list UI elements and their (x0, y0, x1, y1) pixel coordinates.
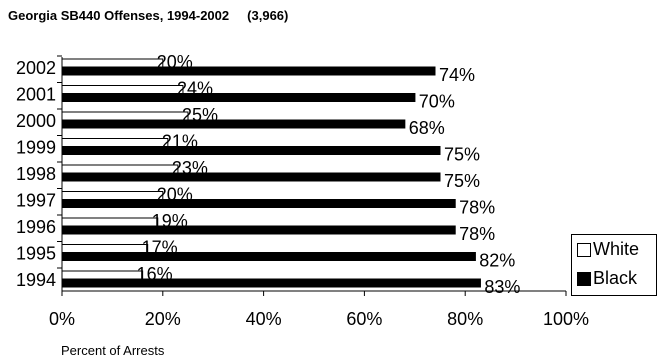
x-tick-label: 0% (49, 309, 75, 329)
legend: White Black (571, 234, 657, 296)
y-tick-label: 1997 (16, 191, 56, 211)
legend-label-black: Black (593, 268, 638, 288)
data-label-black: 83% (484, 277, 520, 297)
bar-black-overlay (61, 252, 476, 261)
bar-black-overlay (61, 119, 406, 129)
bar-black-overlay (61, 225, 456, 235)
y-tick-label: 2002 (16, 58, 56, 78)
bar-black-overlay (61, 278, 481, 288)
bar-white (61, 217, 159, 227)
bar-white (61, 244, 149, 253)
bar-white (61, 85, 184, 94)
y-tick-label: 1995 (16, 244, 56, 264)
y-tick-label: 1996 (16, 217, 56, 237)
x-axis-label: Percent of Arrests (61, 343, 165, 358)
x-tick-label: 40% (246, 309, 282, 329)
data-label-black: 74% (439, 65, 475, 85)
bar-white (61, 164, 179, 174)
bar-black-overlay (61, 172, 441, 182)
legend-swatch-black (577, 272, 591, 286)
bar-white (61, 111, 189, 121)
bar-white (61, 58, 164, 68)
y-tick-label: 1994 (16, 270, 56, 290)
bar-black-overlay (61, 66, 436, 76)
data-label-black: 78% (459, 224, 495, 244)
y-tick-label: 2001 (16, 85, 56, 105)
chart-title: Georgia SB440 Offenses, 1994-2002 (3,966… (8, 8, 289, 23)
x-tick-label: 60% (346, 309, 382, 329)
legend-label-white: White (593, 239, 640, 259)
x-tick-label: 20% (145, 309, 181, 329)
bar-black-overlay (61, 146, 441, 155)
legend-item-black: Black (577, 268, 637, 289)
data-label-black: 68% (409, 118, 445, 138)
bar-black-overlay (61, 199, 456, 208)
data-label-black: 70% (419, 92, 455, 112)
y-tick-label: 2000 (16, 111, 56, 131)
legend-swatch-white (577, 243, 591, 257)
y-tick-label: 1998 (16, 164, 56, 184)
bar-white (61, 270, 144, 280)
x-tick-label: 80% (447, 309, 483, 329)
x-tick-label: 100% (543, 309, 589, 329)
bar-black-overlay (61, 93, 416, 102)
y-tick-label: 1999 (16, 138, 56, 158)
data-label-black: 78% (459, 198, 495, 218)
data-label-black: 82% (479, 251, 515, 271)
data-label-black: 75% (444, 145, 480, 165)
legend-item-white: White (577, 239, 639, 260)
data-label-black: 75% (444, 171, 480, 191)
bar-white (61, 191, 164, 200)
bar-white (61, 138, 169, 147)
